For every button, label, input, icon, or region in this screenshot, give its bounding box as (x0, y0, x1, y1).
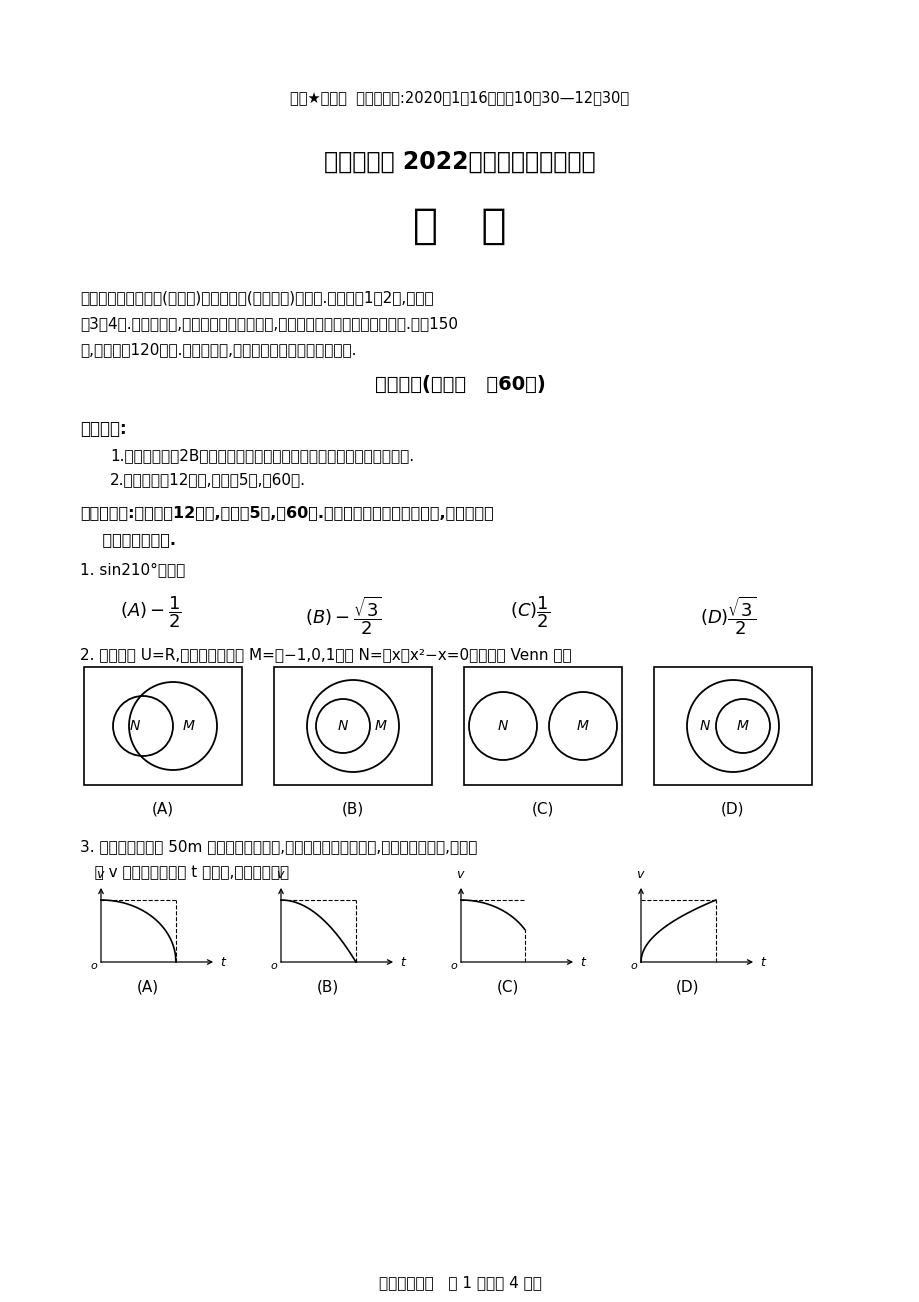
Text: (C): (C) (531, 801, 553, 816)
Text: M: M (576, 719, 588, 733)
Text: $t$: $t$ (220, 956, 227, 969)
Text: (B): (B) (342, 801, 364, 816)
Text: 注意事项:: 注意事项: (80, 421, 127, 437)
Text: N: N (130, 719, 140, 733)
Text: 分3至4页.考生作答时,须将答案答在答题卡上,在本试题卷、草稿纸上答题无效.满分150: 分3至4页.考生作答时,须将答案答在答题卡上,在本试题卷、草稿纸上答题无效.满分… (80, 316, 458, 331)
Text: $v$: $v$ (636, 868, 645, 881)
Text: $t$: $t$ (400, 956, 407, 969)
Text: $(A)-\dfrac{1}{2}$: $(A)-\dfrac{1}{2}$ (119, 594, 182, 630)
Text: N: N (699, 719, 709, 733)
Text: $t$: $t$ (759, 956, 766, 969)
Text: 高一数学试题   第 1 页（共 4 页）: 高一数学试题 第 1 页（共 4 页） (378, 1275, 541, 1290)
Text: (B): (B) (316, 980, 339, 995)
Text: 机密★启用前  ［考试时间:2020年1月16日上午10：30—12：30］: 机密★启用前 ［考试时间:2020年1月16日上午10：30—12：30］ (290, 90, 629, 105)
Text: $o$: $o$ (449, 961, 458, 971)
Text: $v$: $v$ (456, 868, 465, 881)
Text: 乐山市高中 2022届期末教学质量检测: 乐山市高中 2022届期末教学质量检测 (323, 150, 596, 174)
Text: 分,考试时间120分钟.考试结束后,将本试题卷和答题卡一并交回.: 分,考试时间120分钟.考试结束后,将本试题卷和答题卡一并交回. (80, 342, 357, 357)
Text: (C): (C) (496, 980, 518, 995)
Text: (A): (A) (137, 980, 159, 995)
Text: 第一部分(选择题   共60分): 第一部分(选择题 共60分) (374, 375, 545, 395)
Text: $o$: $o$ (630, 961, 638, 971)
Text: N: N (337, 719, 347, 733)
Bar (84, 667, 242, 785)
Text: 符合题目要求的.: 符合题目要求的. (80, 533, 176, 547)
Text: 1. sin210°的值为: 1. sin210°的值为 (80, 562, 185, 577)
Text: (D): (D) (675, 980, 699, 995)
Text: $(B)-\dfrac{\sqrt{3}}{2}$: $(B)-\dfrac{\sqrt{3}}{2}$ (305, 594, 381, 637)
Text: M: M (375, 719, 387, 733)
Text: 3. 某司机看见前方 50m 处有行人横穿马路,这时司机开始紧急刹车,在刹车的过程中,汽车速: 3. 某司机看见前方 50m 处有行人横穿马路,这时司机开始紧急刹车,在刹车的过… (80, 838, 477, 854)
Text: (D): (D) (720, 801, 744, 816)
Text: 度 v 是关于刹车时间 t 的函数,其图象可能是: 度 v 是关于刹车时间 t 的函数,其图象可能是 (80, 865, 289, 880)
Text: M: M (736, 719, 748, 733)
Text: $o$: $o$ (90, 961, 98, 971)
Bar (653, 667, 811, 785)
Text: $o$: $o$ (269, 961, 278, 971)
Text: (A): (A) (152, 801, 174, 816)
Text: $v$: $v$ (276, 868, 286, 881)
Bar (463, 667, 621, 785)
Text: 数   学: 数 学 (413, 204, 506, 247)
Text: 本试题卷分第一部分(选择题)和第二部分(非选择题)两部分.第一部分1至2页,第二部: 本试题卷分第一部分(选择题)和第二部分(非选择题)两部分.第一部分1至2页,第二… (80, 290, 433, 305)
Text: $v$: $v$ (96, 868, 106, 881)
Text: 2. 已知全集 U=R,则正确表示集合 M=｛−1,0,1｝和 N=｛x｜x²−x=0｝关系的 Venn 图是: 2. 已知全集 U=R,则正确表示集合 M=｛−1,0,1｝和 N=｛x｜x²−… (80, 647, 571, 661)
Bar (274, 667, 432, 785)
Text: 一、选择题:本大题共12小题,每小题5分,共60分.在每小题给出的四个选项中,只有一项是: 一、选择题:本大题共12小题,每小题5分,共60分.在每小题给出的四个选项中,只… (80, 505, 494, 519)
Text: $t$: $t$ (579, 956, 586, 969)
Text: $(C)\dfrac{1}{2}$: $(C)\dfrac{1}{2}$ (509, 594, 550, 630)
Text: N: N (497, 719, 507, 733)
Text: $(D)\dfrac{\sqrt{3}}{2}$: $(D)\dfrac{\sqrt{3}}{2}$ (699, 594, 755, 637)
Text: 2.第一部分共12小题,每小题5分,共60分.: 2.第一部分共12小题,每小题5分,共60分. (110, 473, 306, 487)
Text: 1.选择题必须用2B铅笔将答案标号填涂在答题卡对应题目标号的位置上.: 1.选择题必须用2B铅笔将答案标号填涂在答题卡对应题目标号的位置上. (110, 448, 414, 464)
Text: M: M (183, 719, 195, 733)
